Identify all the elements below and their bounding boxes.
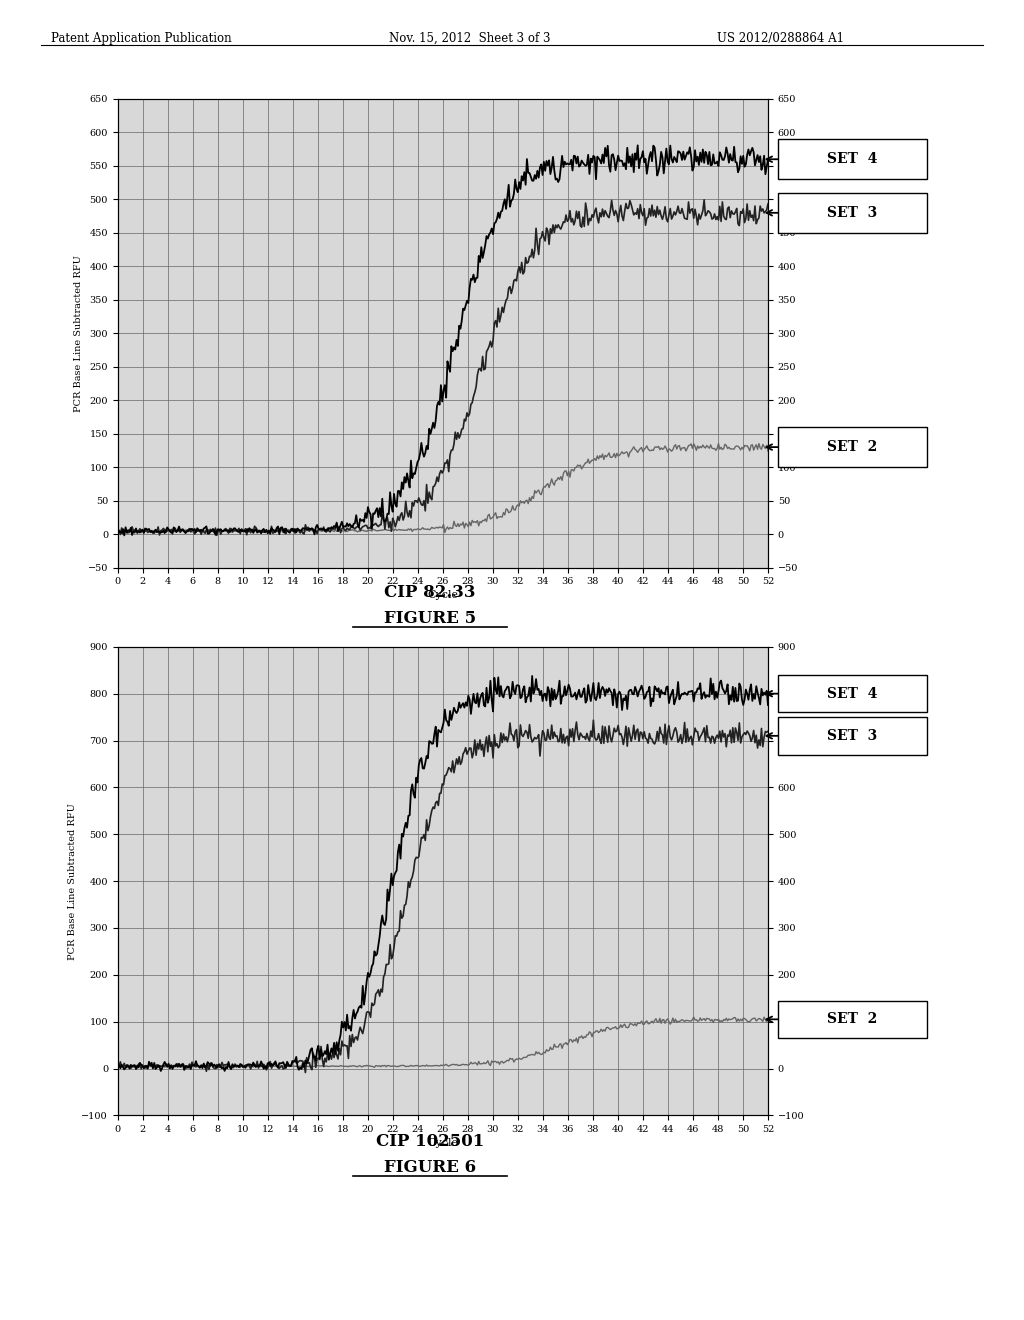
- Text: Patent Application Publication: Patent Application Publication: [51, 32, 231, 45]
- Text: FIGURE 5: FIGURE 5: [384, 610, 476, 627]
- Text: FIGURE 6: FIGURE 6: [384, 1159, 476, 1176]
- Text: SET  4: SET 4: [827, 152, 878, 166]
- Bar: [778, 1001, 927, 1038]
- Text: SET  2: SET 2: [827, 440, 878, 454]
- Text: SET  3: SET 3: [827, 729, 878, 743]
- Text: CIP 82.33: CIP 82.33: [384, 583, 476, 601]
- Text: US 2012/0288864 A1: US 2012/0288864 A1: [717, 32, 844, 45]
- Bar: [778, 428, 927, 467]
- Y-axis label: PCR Base Line Subtracted RFU: PCR Base Line Subtracted RFU: [75, 255, 84, 412]
- Bar: [778, 139, 927, 180]
- Bar: [778, 193, 927, 232]
- Y-axis label: PCR Base Line Subtracted RFU: PCR Base Line Subtracted RFU: [69, 803, 77, 960]
- Bar: [778, 717, 927, 755]
- Bar: [778, 675, 927, 713]
- X-axis label: Cycle: Cycle: [427, 590, 459, 601]
- Text: SET  4: SET 4: [827, 686, 878, 701]
- Text: CIP 102501: CIP 102501: [376, 1133, 484, 1150]
- Text: Nov. 15, 2012  Sheet 3 of 3: Nov. 15, 2012 Sheet 3 of 3: [389, 32, 551, 45]
- Text: SET  2: SET 2: [827, 1012, 878, 1027]
- X-axis label: Cycle: Cycle: [427, 1138, 459, 1148]
- Text: SET  3: SET 3: [827, 206, 878, 220]
